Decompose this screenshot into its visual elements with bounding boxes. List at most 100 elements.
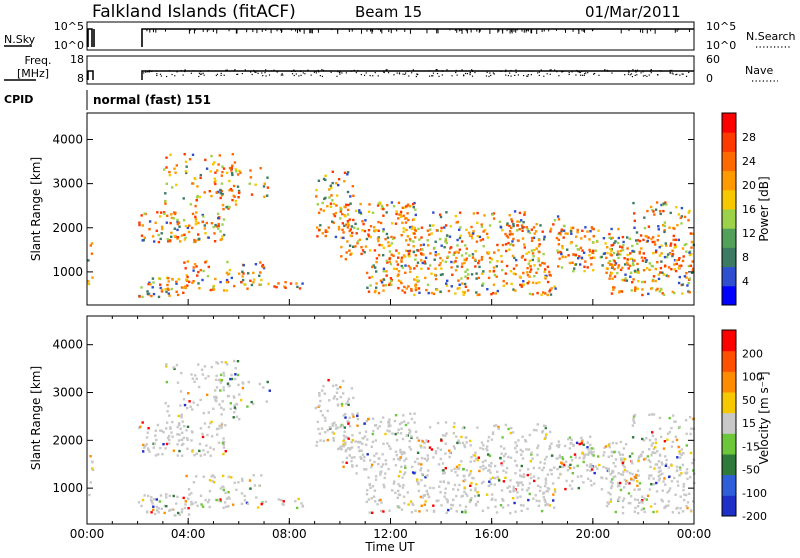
- heatmap-pixel: [528, 259, 532, 263]
- nave-dot: [237, 73, 239, 75]
- heatmap-pixel: [295, 506, 299, 510]
- heatmap-pixel: [658, 254, 662, 257]
- heatmap-pixel: [613, 450, 616, 454]
- heatmap-pixel: [222, 488, 225, 492]
- heatmap-pixel: [185, 406, 189, 410]
- heatmap-pixel: [414, 430, 418, 433]
- heatmap-pixel: [611, 277, 614, 280]
- heatmap-pixel: [198, 195, 202, 199]
- heatmap-pixel: [636, 480, 639, 483]
- heatmap-pixel: [517, 481, 520, 485]
- heatmap-pixel: [210, 435, 214, 438]
- heatmap-pixel: [682, 482, 686, 486]
- heatmap-pixel: [235, 402, 238, 406]
- heatmap-pixel: [520, 285, 523, 288]
- heatmap-pixel: [168, 414, 171, 417]
- heatmap-pixel: [420, 467, 423, 470]
- nave-dot: [642, 75, 645, 77]
- nave-dot: [160, 75, 163, 77]
- heatmap-pixel: [398, 493, 402, 497]
- heatmap-pixel: [614, 458, 618, 461]
- heatmap-pixel: [601, 264, 604, 267]
- heatmap-pixel: [657, 479, 661, 482]
- heatmap-pixel: [328, 399, 331, 402]
- nave-dot: [624, 74, 626, 76]
- station-title: Falkland Islands (fitACF): [92, 2, 296, 22]
- heatmap-pixel: [400, 421, 403, 424]
- nave-dot: [337, 71, 339, 73]
- heatmap-pixel: [548, 504, 551, 507]
- heatmap-pixel: [375, 452, 378, 455]
- heatmap-pixel: [420, 456, 424, 460]
- heatmap-pixel: [235, 488, 238, 491]
- heatmap-pixel: [470, 225, 473, 229]
- heatmap-pixel: [371, 511, 374, 514]
- heatmap-pixel: [445, 432, 448, 435]
- nave-dot: [549, 69, 551, 71]
- heatmap-pixel: [344, 435, 347, 438]
- heatmap-pixel: [521, 488, 524, 491]
- heatmap-pixel: [561, 255, 564, 258]
- heatmap-pixel: [407, 285, 410, 288]
- heatmap-pixel: [450, 507, 453, 510]
- heatmap-pixel: [491, 476, 495, 479]
- heatmap-pixel: [628, 237, 632, 240]
- heatmap-pixel: [391, 489, 394, 492]
- heatmap-pixel: [169, 153, 172, 156]
- heatmap-pixel: [569, 242, 573, 245]
- heatmap-pixel: [507, 427, 510, 431]
- heatmap-pixel: [452, 425, 456, 429]
- heatmap-pixel: [366, 418, 370, 421]
- heatmap-pixel: [657, 273, 660, 276]
- heatmap-pixel: [398, 506, 401, 509]
- heatmap-pixel: [560, 461, 563, 464]
- heatmap-pixel: [658, 416, 662, 420]
- heatmap-pixel: [571, 261, 574, 264]
- heatmap-pixel: [384, 284, 388, 287]
- heatmap-pixel: [637, 459, 640, 463]
- heatmap-pixel: [511, 233, 514, 236]
- heatmap-pixel: [240, 502, 244, 506]
- heatmap-pixel: [592, 447, 595, 450]
- heatmap-pixel: [214, 223, 217, 227]
- heatmap-pixel: [641, 495, 644, 498]
- heatmap-pixel: [150, 294, 153, 298]
- heatmap-pixel: [220, 174, 223, 177]
- heatmap-pixel: [203, 224, 206, 227]
- heatmap-pixel: [609, 252, 612, 256]
- heatmap-pixel: [531, 293, 534, 296]
- heatmap-pixel: [561, 465, 564, 469]
- heatmap-pixel: [440, 244, 443, 247]
- heatmap-pixel: [332, 213, 336, 216]
- heatmap-pixel: [381, 453, 384, 456]
- heatmap-pixel: [594, 465, 597, 468]
- heatmap-pixel: [513, 501, 516, 505]
- nave-dot: [300, 74, 302, 76]
- heatmap-pixel: [152, 292, 156, 296]
- heatmap-pixel: [603, 446, 606, 449]
- heatmap-pixel: [165, 493, 168, 496]
- nsky-tick-top: 10^5: [54, 20, 84, 33]
- heatmap-pixel: [219, 381, 223, 384]
- heatmap-pixel: [505, 234, 509, 238]
- heatmap-pixel: [214, 179, 217, 183]
- heatmap-pixel: [190, 373, 193, 376]
- heatmap-pixel: [356, 242, 359, 245]
- heatmap-pixel: [407, 218, 410, 222]
- heatmap-pixel: [180, 438, 184, 441]
- nave-dot: [517, 74, 519, 76]
- heatmap-pixel: [185, 165, 188, 168]
- nave-dot: [543, 75, 545, 77]
- colorbar-tick-label: 100: [742, 371, 763, 384]
- heatmap-pixel: [423, 503, 426, 506]
- heatmap-pixel: [167, 405, 170, 408]
- heatmap-pixel: [479, 239, 482, 242]
- heatmap-pixel: [239, 171, 242, 174]
- heatmap-pixel: [401, 437, 405, 441]
- heatmap-pixel: [534, 230, 538, 233]
- heatmap-pixel: [392, 458, 396, 461]
- heatmap-pixel: [360, 246, 363, 249]
- heatmap-pixel: [157, 233, 160, 237]
- heatmap-pixel: [568, 436, 572, 439]
- heatmap-pixel: [461, 290, 465, 294]
